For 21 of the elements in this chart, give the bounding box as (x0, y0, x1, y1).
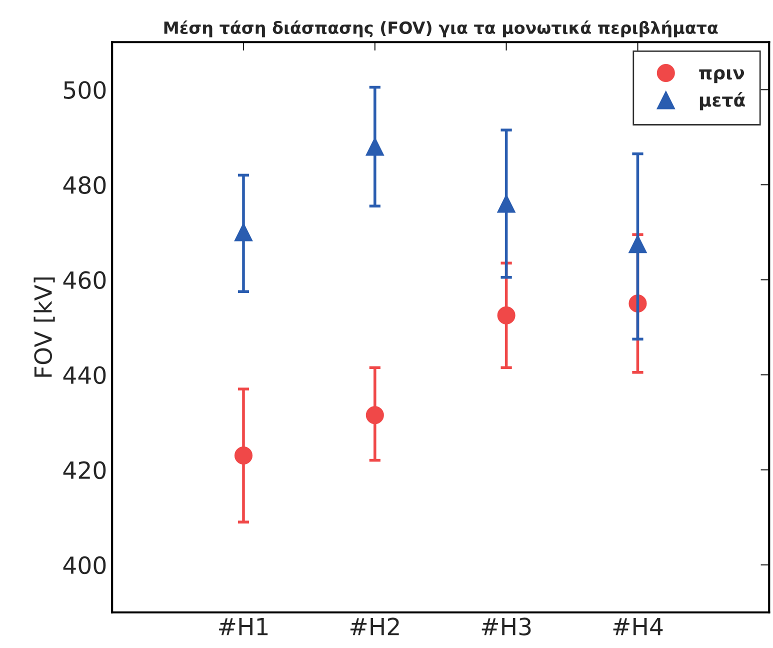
x-tick-label: #H2 (350, 618, 399, 636)
y-tick-label: 420 (63, 461, 106, 480)
point (497, 306, 516, 324)
x-tick-label: #H4 (613, 618, 663, 636)
y-tick-label: 500 (64, 81, 106, 99)
point (234, 223, 253, 242)
legend-label: μετά (700, 92, 745, 110)
chart-title: Μέση τάση διάσπασης (FOV) για τα μονωτικά περιβλήματα (164, 20, 718, 38)
x-tick-label: #H1 (219, 618, 268, 636)
y-tick-label: 400 (63, 556, 106, 574)
y-tick-label: 440 (63, 366, 106, 384)
point (366, 406, 384, 424)
point (234, 446, 253, 465)
point (366, 138, 384, 156)
y-axis-title: FOV [kV] (34, 277, 55, 377)
legend-label: πριν (699, 69, 744, 84)
point (497, 194, 516, 213)
x-tick-label: #H3 (482, 618, 531, 636)
point (628, 235, 647, 254)
y-tick-label: 460 (63, 271, 106, 290)
y-tick-label: 480 (63, 176, 106, 194)
